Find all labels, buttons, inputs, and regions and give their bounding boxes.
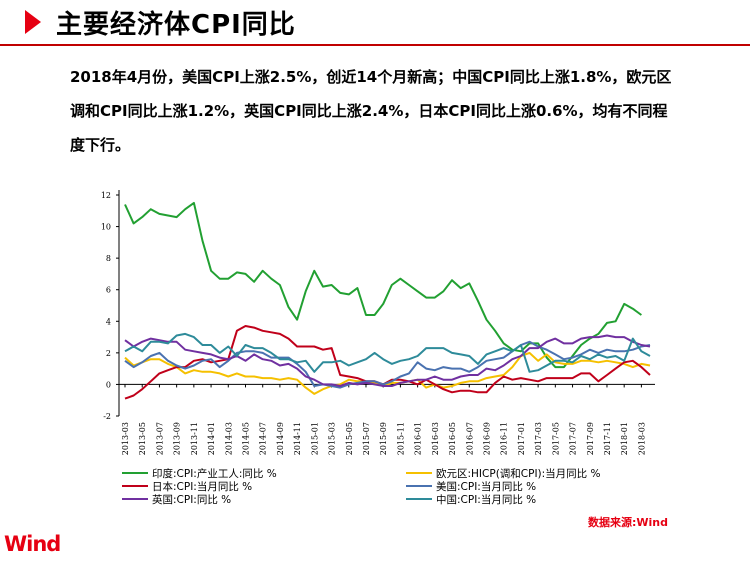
y-tick-label: 6 [106, 286, 111, 295]
y-tick-label: 12 [101, 191, 111, 200]
summary-text: 2018年4月份，美国CPI上涨2.5%，创近14个月新高；中国CPI同比上涨1… [70, 68, 672, 154]
x-tick-label: 2017-11 [603, 422, 612, 455]
x-tick-label: 2017-01 [517, 422, 526, 455]
x-tick-label: 2013-09 [173, 422, 182, 455]
legend-label: 欧元区:HICP(调和CPI):当月同比 % [436, 467, 601, 480]
x-tick-label: 2016-11 [500, 422, 509, 455]
series-line-1 [124, 351, 651, 395]
y-tick-label: -2 [103, 412, 111, 421]
x-tick-label: 2013-05 [138, 422, 147, 455]
x-tick-label: 2016-01 [414, 422, 423, 455]
x-tick-label: 2014-07 [259, 422, 268, 455]
y-tick-label: 10 [101, 223, 111, 232]
legend-label: 美国:CPI:当月同比 % [436, 480, 536, 493]
page-title: 主要经济体CPI同比 [56, 10, 296, 40]
y-tick-label: 0 [106, 380, 111, 389]
title-arrow-icon [25, 10, 41, 34]
x-tick-label: 2013-07 [155, 422, 164, 455]
x-tick-label: 2014-09 [276, 422, 285, 455]
y-tick-label: 8 [106, 254, 111, 263]
x-tick-label: 2013-11 [190, 422, 199, 455]
y-tick-label: 2 [106, 349, 111, 358]
x-tick-label: 2018-01 [620, 422, 629, 455]
series-line-0 [124, 201, 642, 369]
x-tick-label: 2014-03 [224, 422, 233, 455]
x-tick-label: 2015-07 [362, 422, 371, 455]
series-line-4 [124, 334, 651, 387]
x-tick-label: 2016-03 [431, 422, 440, 455]
x-tick-label: 2015-05 [345, 422, 354, 455]
x-tick-label: 2014-11 [293, 422, 302, 455]
y-tick-label: 4 [106, 317, 111, 326]
x-tick-label: 2018-03 [637, 422, 646, 455]
x-tick-label: 2015-11 [396, 422, 405, 455]
x-tick-label: 2015-01 [310, 422, 319, 455]
x-tick-label: 2014-05 [241, 422, 250, 455]
x-tick-label: 2015-03 [328, 422, 337, 455]
series-line-3 [124, 340, 651, 389]
x-tick-label: 2016-09 [482, 422, 491, 455]
wind-logo: Wind [4, 532, 61, 556]
x-tick-label: 2017-03 [534, 422, 543, 455]
x-tick-label: 2015-09 [379, 422, 388, 455]
series-line-5 [124, 332, 651, 373]
x-tick-label: 2016-07 [465, 422, 474, 455]
x-tick-label: 2017-05 [551, 422, 560, 455]
x-tick-label: 2017-09 [586, 422, 595, 455]
x-tick-label: 2017-07 [569, 422, 578, 455]
legend-label: 日本:CPI:当月同比 % [152, 480, 252, 493]
x-tick-label: 2016-05 [448, 422, 457, 455]
legend-label: 英国:CPI:同比 % [152, 493, 231, 506]
title-divider [0, 44, 750, 46]
x-tick-label: 2013-03 [121, 422, 130, 455]
x-tick-label: 2014-01 [207, 422, 216, 455]
legend-label: 印度:CPI:产业工人:同比 % [152, 467, 277, 480]
data-source: 数据来源:Wind [588, 516, 669, 529]
legend-label: 中国:CPI:当月同比 % [436, 493, 536, 506]
